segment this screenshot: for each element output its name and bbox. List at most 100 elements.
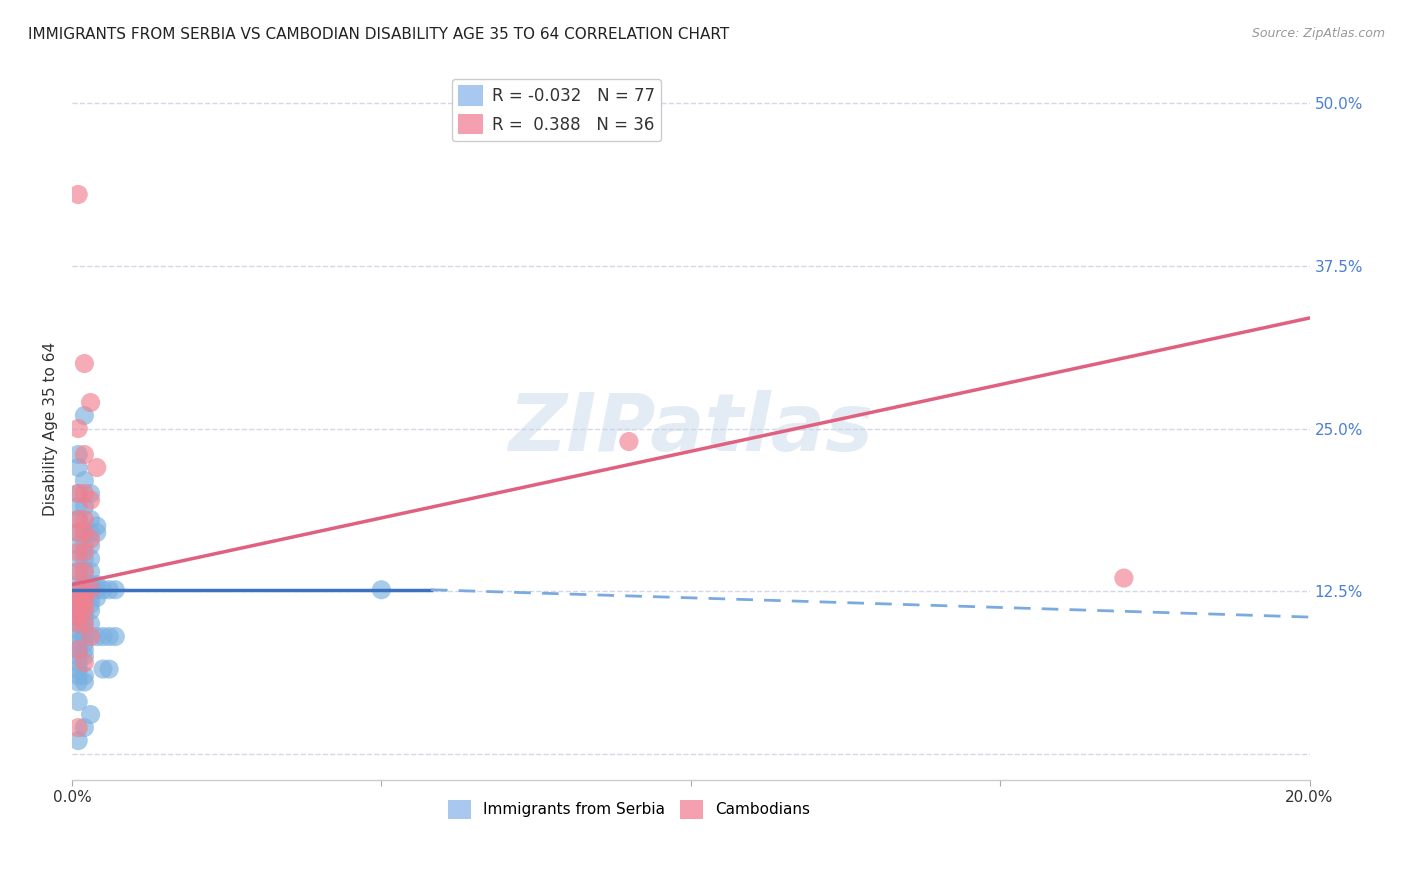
Point	[67, 525, 90, 540]
Point	[73, 591, 96, 605]
Legend: Immigrants from Serbia, Cambodians: Immigrants from Serbia, Cambodians	[441, 794, 817, 824]
Point	[73, 551, 96, 566]
Point	[104, 630, 127, 644]
Point	[79, 582, 101, 597]
Point	[1112, 571, 1135, 585]
Point	[73, 597, 96, 611]
Point	[98, 582, 121, 597]
Text: IMMIGRANTS FROM SERBIA VS CAMBODIAN DISABILITY AGE 35 TO 64 CORRELATION CHART: IMMIGRANTS FROM SERBIA VS CAMBODIAN DISA…	[28, 27, 730, 42]
Point	[86, 630, 108, 644]
Point	[67, 512, 90, 526]
Point	[73, 603, 96, 617]
Point	[67, 662, 90, 676]
Point	[67, 565, 90, 579]
Point	[67, 448, 90, 462]
Point	[91, 630, 114, 644]
Point	[86, 519, 108, 533]
Point	[86, 591, 108, 605]
Point	[67, 630, 90, 644]
Point	[73, 539, 96, 553]
Point	[86, 582, 108, 597]
Point	[67, 500, 90, 514]
Point	[73, 448, 96, 462]
Point	[79, 616, 101, 631]
Point	[79, 493, 101, 508]
Point	[67, 421, 90, 435]
Point	[73, 642, 96, 657]
Point	[79, 597, 101, 611]
Point	[67, 582, 90, 597]
Point	[67, 582, 90, 597]
Point	[73, 591, 96, 605]
Point	[73, 577, 96, 591]
Point	[67, 721, 90, 735]
Point	[73, 610, 96, 624]
Point	[67, 591, 90, 605]
Point	[73, 656, 96, 670]
Point	[67, 636, 90, 650]
Point	[67, 486, 90, 500]
Point	[79, 512, 101, 526]
Point	[67, 603, 90, 617]
Point	[67, 656, 90, 670]
Point	[104, 582, 127, 597]
Point	[67, 675, 90, 690]
Point	[86, 460, 108, 475]
Point	[86, 525, 108, 540]
Point	[79, 707, 101, 722]
Point	[73, 525, 96, 540]
Point	[79, 577, 101, 591]
Point	[73, 630, 96, 644]
Y-axis label: Disability Age 35 to 64: Disability Age 35 to 64	[44, 342, 58, 516]
Point	[67, 545, 90, 559]
Point	[67, 610, 90, 624]
Point	[67, 616, 90, 631]
Point	[73, 545, 96, 559]
Point	[79, 532, 101, 546]
Point	[67, 512, 90, 526]
Point	[73, 649, 96, 664]
Point	[617, 434, 640, 449]
Point	[67, 597, 90, 611]
Point	[67, 551, 90, 566]
Point	[91, 662, 114, 676]
Point	[91, 582, 114, 597]
Point	[67, 603, 90, 617]
Point	[73, 500, 96, 514]
Point	[73, 409, 96, 423]
Point	[67, 733, 90, 747]
Point	[73, 512, 96, 526]
Point	[79, 603, 101, 617]
Point	[73, 623, 96, 637]
Point	[67, 616, 90, 631]
Point	[73, 565, 96, 579]
Point	[73, 616, 96, 631]
Point	[79, 539, 101, 553]
Point	[67, 565, 90, 579]
Point	[79, 525, 101, 540]
Point	[79, 591, 101, 605]
Point	[67, 649, 90, 664]
Point	[98, 630, 121, 644]
Point	[67, 460, 90, 475]
Point	[370, 582, 392, 597]
Point	[98, 662, 121, 676]
Point	[73, 597, 96, 611]
Point	[73, 474, 96, 488]
Point	[73, 721, 96, 735]
Point	[67, 642, 90, 657]
Point	[67, 525, 90, 540]
Point	[67, 623, 90, 637]
Point	[79, 630, 101, 644]
Point	[73, 357, 96, 371]
Point	[86, 577, 108, 591]
Point	[67, 610, 90, 624]
Point	[67, 597, 90, 611]
Text: ZIPatlas: ZIPatlas	[508, 390, 873, 467]
Point	[67, 695, 90, 709]
Point	[67, 668, 90, 682]
Point	[67, 187, 90, 202]
Point	[73, 565, 96, 579]
Point	[73, 582, 96, 597]
Point	[73, 486, 96, 500]
